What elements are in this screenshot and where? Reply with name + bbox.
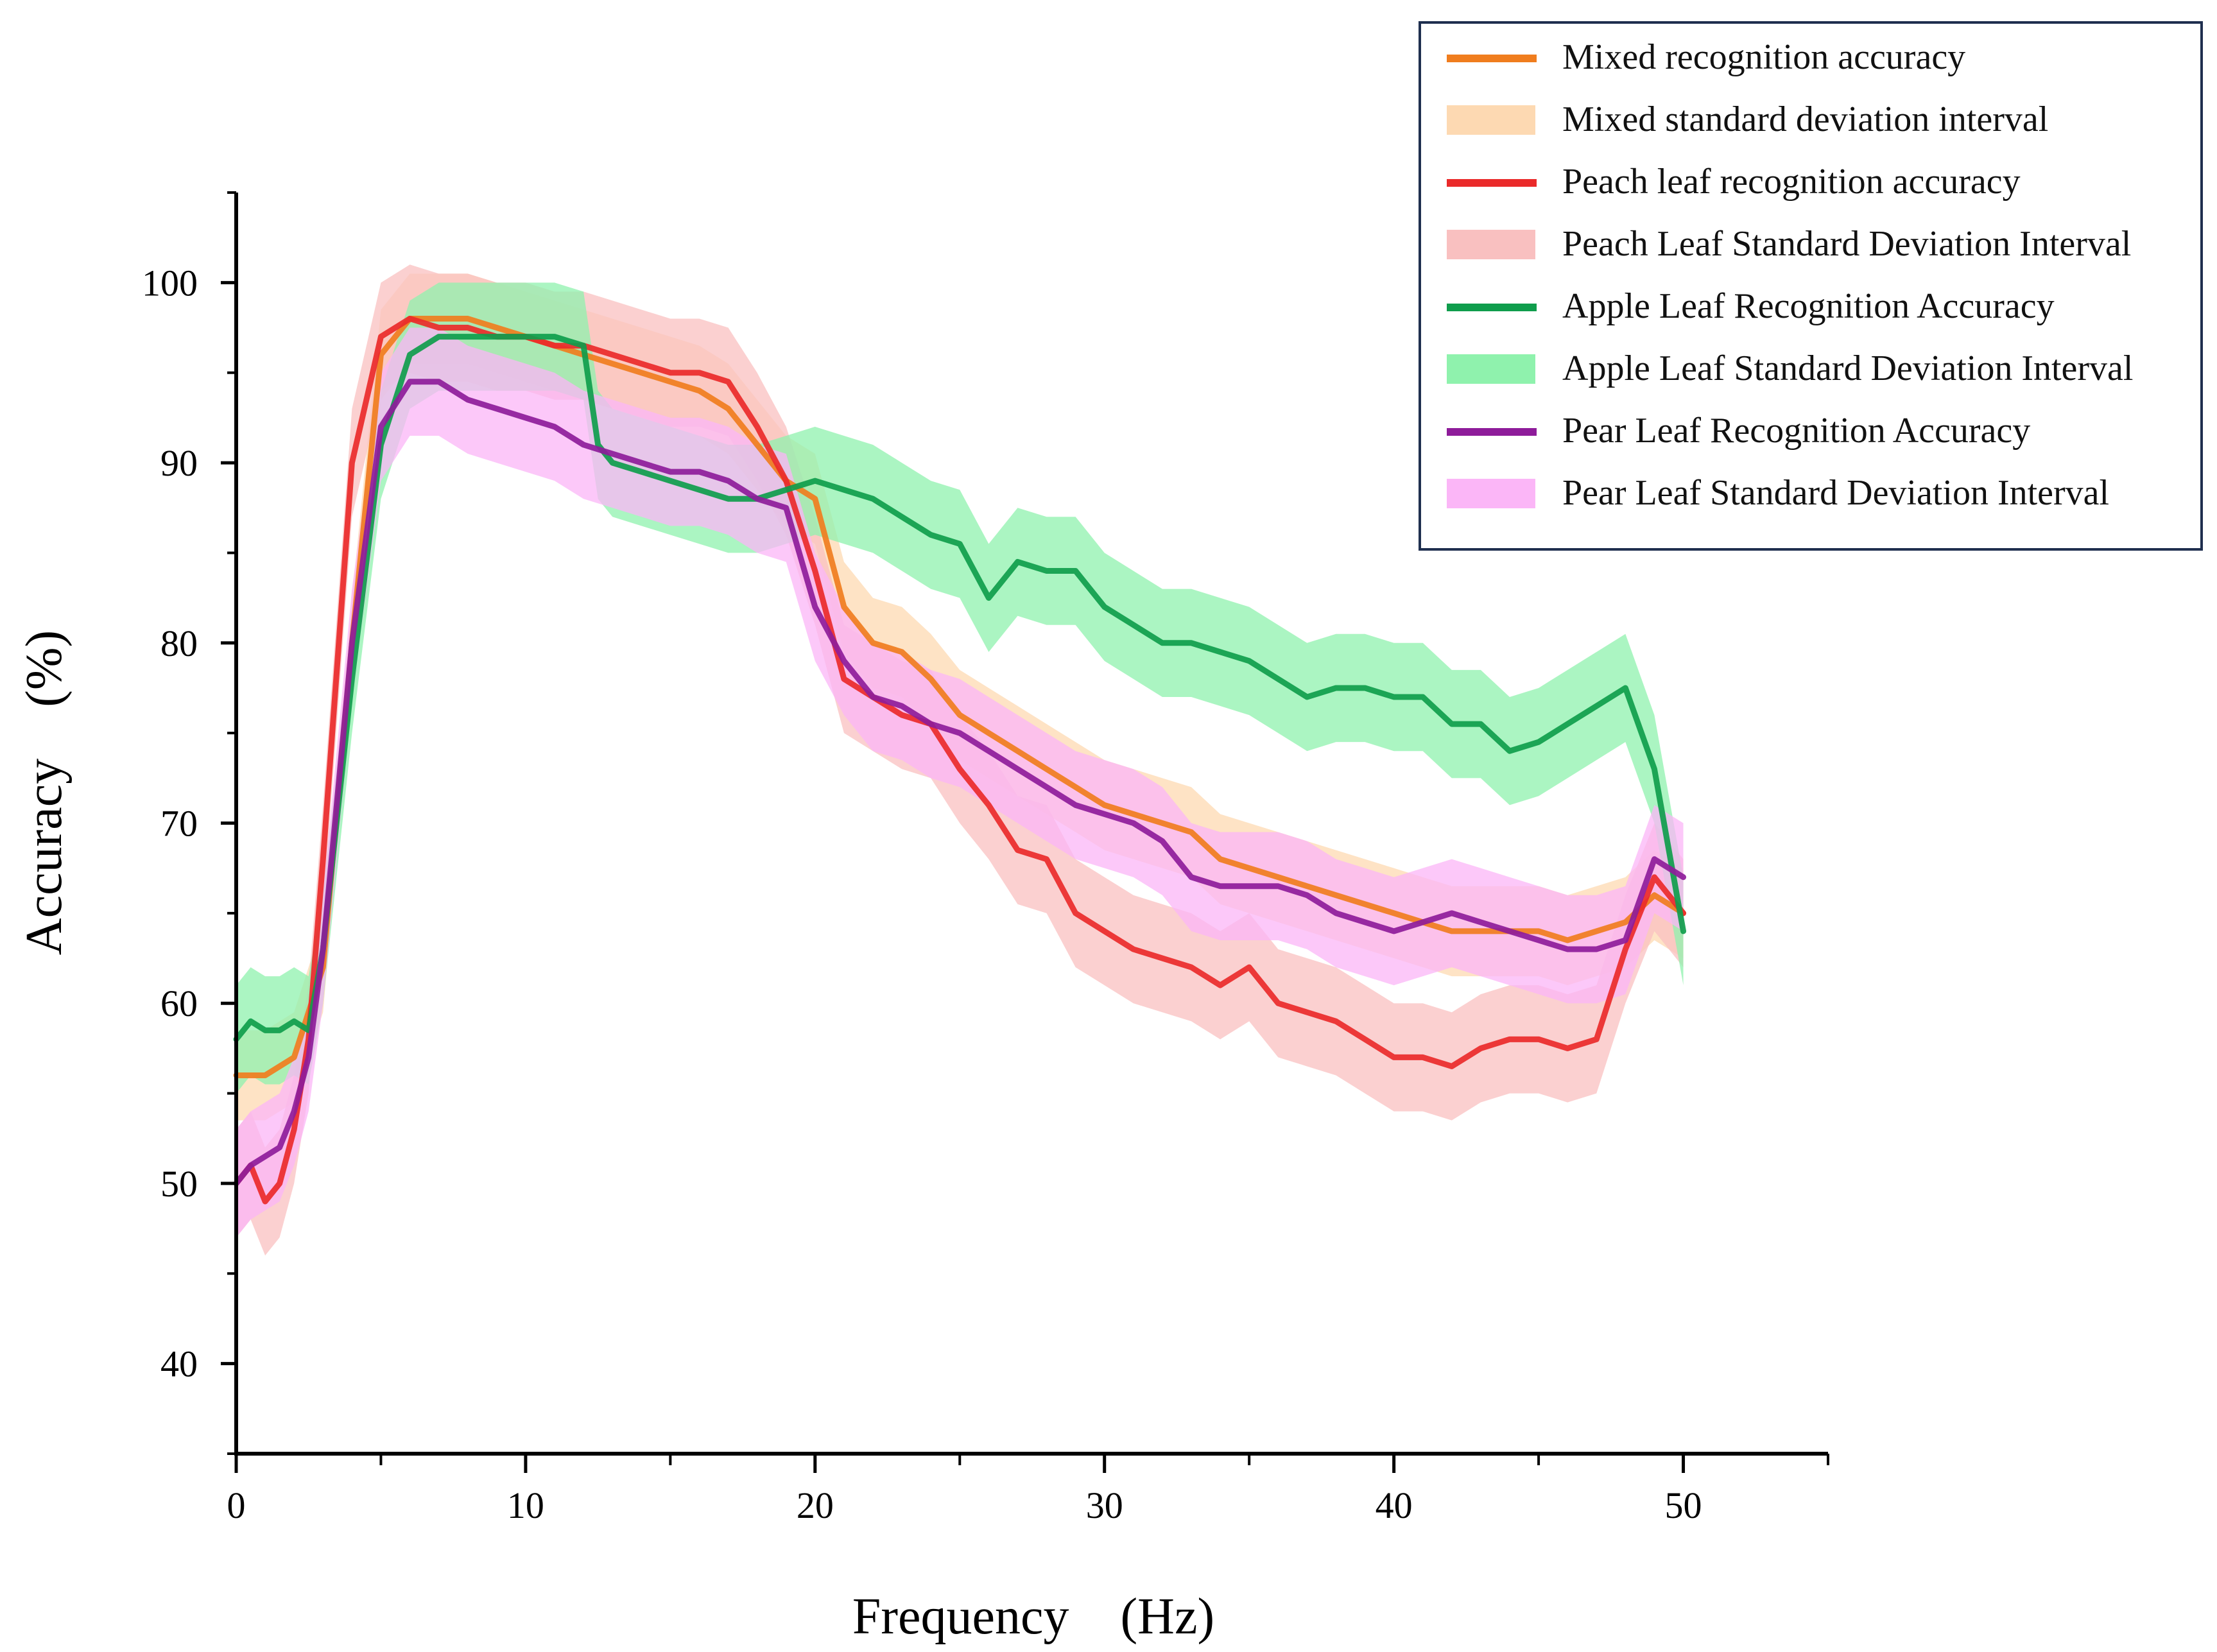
accuracy-line-2 <box>233 316 1687 1205</box>
x-tick-label: 40 <box>1376 1484 1413 1526</box>
y-tick-label: 80 <box>160 623 198 664</box>
legend-line-swatch <box>1447 304 1537 311</box>
legend-line-swatch <box>1447 55 1537 62</box>
legend-item: Pear Leaf Standard Deviation Interval <box>1421 469 2200 520</box>
x-tick-label: 10 <box>507 1484 544 1526</box>
y-tick-label: 40 <box>160 1343 198 1385</box>
x-axis-title: Frequency (Hz) <box>852 1588 1214 1645</box>
ticks: 0 10 20 30 40 50 40 50 60 70 80 90 100 <box>142 191 1829 1526</box>
y-tick-label: 90 <box>160 442 198 484</box>
x-tick-label: 50 <box>1665 1484 1702 1526</box>
std-bands <box>236 264 1684 1256</box>
legend-label: Apple Leaf Standard Deviation Interval <box>1562 348 2134 388</box>
legend-item: Peach leaf recognition accuracy <box>1421 157 2200 209</box>
x-tick-label: 20 <box>797 1484 834 1526</box>
y-tick-label: 100 <box>142 262 198 304</box>
legend-label: Mixed standard deviation interval <box>1562 99 2049 139</box>
y-tick-label: 50 <box>160 1163 198 1205</box>
legend-item: Mixed recognition accuracy <box>1421 33 2200 84</box>
legend-item: Apple Leaf Standard Deviation Interval <box>1421 344 2200 395</box>
legend-label: Peach Leaf Standard Deviation Interval <box>1562 224 2132 264</box>
accuracy-line-1 <box>233 316 1687 1078</box>
legend-label: Peach leaf recognition accuracy <box>1562 162 2021 202</box>
legend-line-swatch <box>1447 179 1537 187</box>
std-band-4 <box>236 327 1684 1238</box>
legend-label: Mixed recognition accuracy <box>1562 37 1966 77</box>
accuracy-line-4 <box>233 379 1687 1187</box>
legend-label: Apple Leaf Recognition Accuracy <box>1562 286 2055 326</box>
legend-item: Pear Leaf Recognition Accuracy <box>1421 406 2200 458</box>
accuracy-lines <box>233 316 1687 1205</box>
legend-band-swatch <box>1447 230 1535 259</box>
legend-label: Pear Leaf Standard Deviation Interval <box>1562 473 2110 513</box>
legend-item: Peach Leaf Standard Deviation Interval <box>1421 219 2200 271</box>
legend-band-swatch <box>1447 105 1535 135</box>
legend-line-swatch <box>1447 428 1537 436</box>
x-tick-label: 0 <box>227 1484 246 1526</box>
legend-item: Apple Leaf Recognition Accuracy <box>1421 282 2200 333</box>
legend: Mixed recognition accuracy Mixed standard… <box>1419 21 2203 551</box>
y-tick-label: 70 <box>160 803 198 845</box>
accuracy-line-3 <box>233 334 1687 1042</box>
y-tick-label: 60 <box>160 983 198 1024</box>
legend-band-swatch <box>1447 354 1535 384</box>
legend-band-swatch <box>1447 479 1535 508</box>
y-axis-title: Accuracy (%) <box>16 630 73 955</box>
legend-label: Pear Leaf Recognition Accuracy <box>1562 411 2031 451</box>
x-tick-label: 30 <box>1086 1484 1123 1526</box>
legend-item: Mixed standard deviation interval <box>1421 95 2200 146</box>
